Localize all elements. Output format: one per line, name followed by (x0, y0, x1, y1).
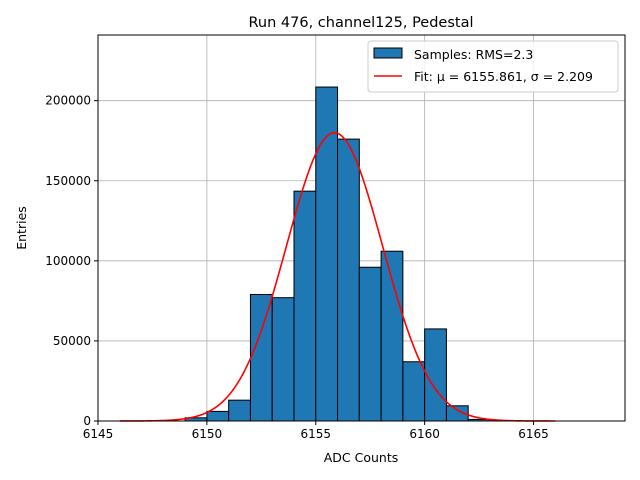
legend-swatch-samples (373, 47, 403, 59)
x-tick-label: 6145 (83, 427, 114, 441)
y-tick-label: 100000 (45, 254, 91, 268)
x-tick-label: 6155 (300, 427, 331, 441)
plot-frame (97, 34, 626, 422)
chart-title: Run 476, channel125, Pedestal (248, 15, 473, 31)
histogram-bar (380, 250, 404, 422)
histogram-bar (293, 190, 317, 422)
histogram-bar (402, 361, 426, 422)
histogram-bar (271, 297, 295, 422)
legend-label-fit: Fit: μ = 6155.861, σ = 2.209 (414, 69, 593, 84)
histogram-bar (206, 410, 230, 422)
x-tick-label: 6160 (409, 427, 440, 441)
y-axis-label: Entries (14, 206, 29, 250)
y-tick-label: 50000 (53, 334, 91, 348)
legend: Samples: RMS=2.3 Fit: μ = 6155.861, σ = … (367, 40, 619, 93)
histogram-bar (424, 328, 447, 422)
x-tick-label: 6150 (192, 427, 223, 441)
legend-label-samples: Samples: RMS=2.3 (414, 47, 533, 62)
histogram-bar (249, 293, 273, 422)
histogram-bar (228, 399, 251, 422)
y-tick-label: 200000 (45, 94, 91, 108)
y-tick-label: 150000 (45, 174, 91, 188)
histogram-bar (358, 266, 382, 422)
fit-curve (119, 131, 556, 422)
y-tick-label: 0 (83, 414, 91, 428)
x-tick-label: 6165 (518, 427, 549, 441)
histogram-bar (337, 138, 360, 422)
x-axis-label: ADC Counts (324, 450, 399, 465)
